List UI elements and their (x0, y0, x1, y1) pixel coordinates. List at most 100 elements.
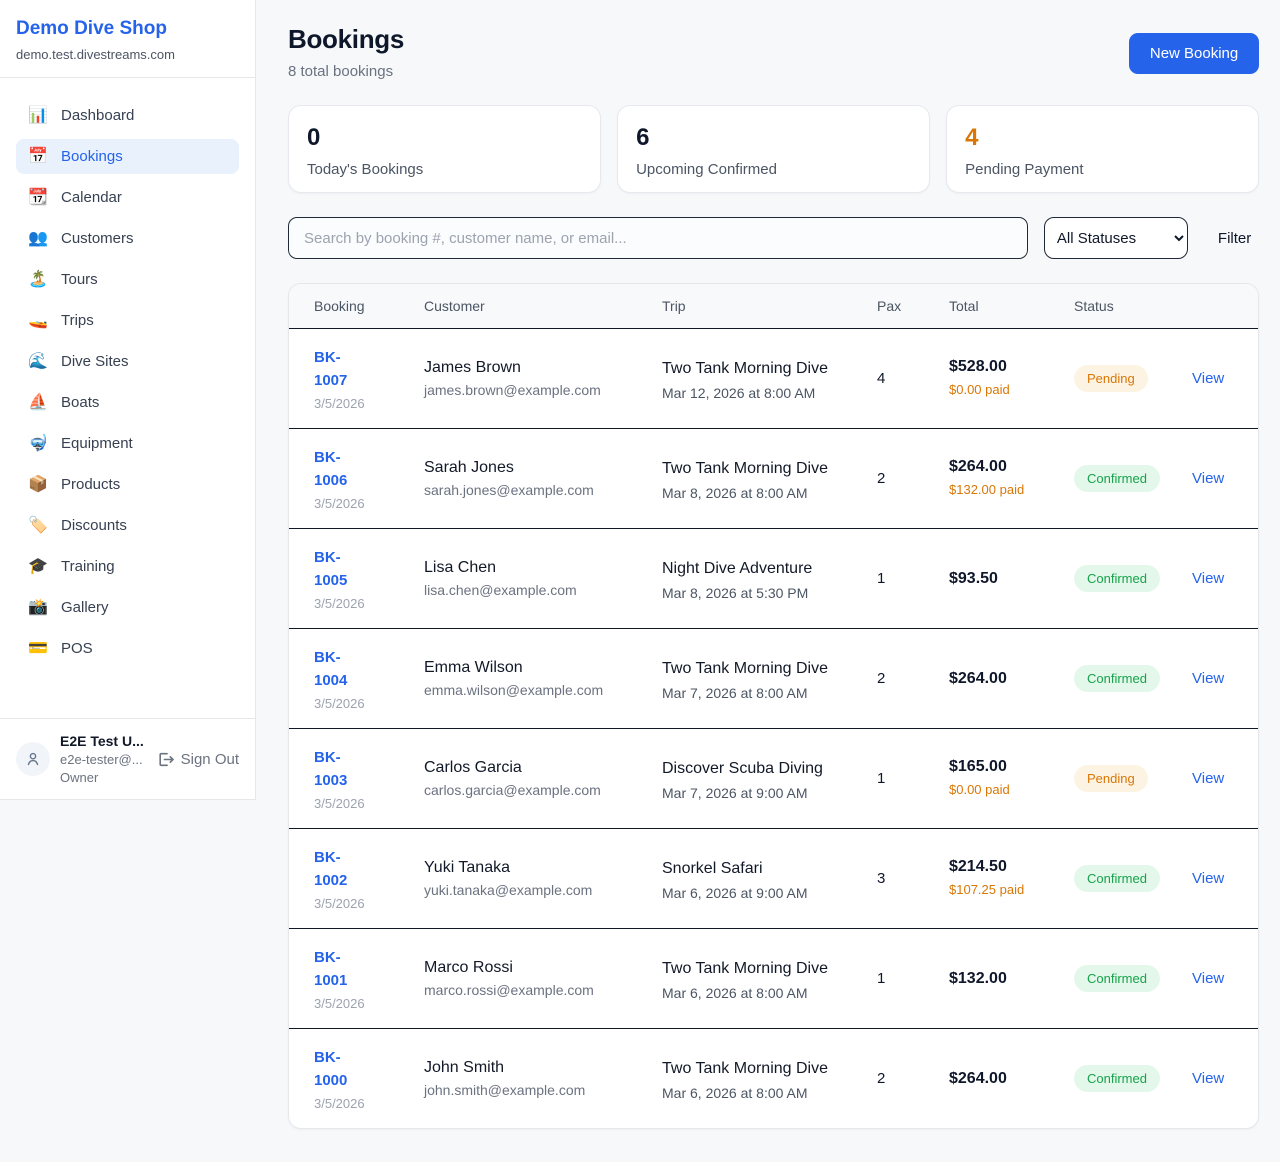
trip-cell: Snorkel Safari Mar 6, 2026 at 9:00 AM (662, 857, 877, 901)
status-select[interactable]: All Statuses (1043, 217, 1188, 259)
booking-link[interactable]: BK-1004 (314, 648, 348, 689)
stat-label: Pending Payment (965, 161, 1084, 178)
trip-name: Two Tank Morning Dive (662, 459, 828, 477)
view-link[interactable]: View (1192, 969, 1225, 987)
trip-datetime: Mar 6, 2026 at 8:00 AM (662, 984, 808, 1001)
search-input[interactable] (288, 217, 1028, 259)
sidebar-item[interactable]: 🏝️ Tours (16, 262, 239, 297)
booking-link[interactable]: BK-1003 (314, 748, 348, 789)
total-cell: $264.00 $132.00 paid (949, 458, 1074, 500)
status-cell: Confirmed (1074, 565, 1192, 592)
amount-paid: $0.00 paid (949, 381, 1010, 397)
sidebar-item[interactable]: 🌊 Dive Sites (16, 344, 239, 379)
booking-cell: BK-1007 3/5/2026 (314, 346, 424, 412)
total-cell: $528.00 $0.00 paid (949, 358, 1074, 400)
status-cell: Confirmed (1074, 665, 1192, 692)
customer-email: marco.rossi@example.com (424, 982, 594, 998)
booking-cell: BK-1002 3/5/2026 (314, 846, 424, 912)
stat-value: 4 (965, 124, 979, 151)
sidebar-item-label: Equipment (61, 435, 133, 452)
view-link[interactable]: View (1192, 1069, 1225, 1087)
sidebar-item[interactable]: 📸 Gallery (16, 590, 239, 625)
status-badge: Confirmed (1074, 965, 1160, 992)
trip-cell: Night Dive Adventure Mar 8, 2026 at 5:30… (662, 557, 877, 601)
sidebar-header: Demo Dive Shop demo.test.divestreams.com (0, 0, 255, 78)
total-cell: $165.00 $0.00 paid (949, 758, 1074, 800)
pax-value: 1 (877, 770, 886, 787)
view-link[interactable]: View (1192, 469, 1225, 487)
booking-link[interactable]: BK-1002 (314, 848, 348, 889)
sidebar-item[interactable]: 📦 Products (16, 467, 239, 502)
shop-domain: demo.test.divestreams.com (16, 47, 175, 62)
customer-cell: John Smith john.smith@example.com (424, 1059, 662, 1098)
camera-icon: 📸 (28, 598, 48, 616)
sidebar-item[interactable]: 💳 POS (16, 631, 239, 666)
status-badge: Confirmed (1074, 665, 1160, 692)
sidebar-item-label: Dashboard (61, 107, 135, 124)
avatar (16, 742, 50, 776)
status-cell: Confirmed (1074, 865, 1192, 892)
booking-date: 3/5/2026 (314, 496, 365, 512)
total-amount: $132.00 (949, 969, 1007, 987)
sidebar-item[interactable]: 📅 Bookings (16, 139, 239, 174)
tear-off-calendar-icon: 📆 (28, 188, 48, 206)
total-amount: $264.00 (949, 457, 1007, 475)
pax-value: 1 (877, 570, 886, 587)
booking-link[interactable]: BK-1005 (314, 548, 348, 589)
graduation-cap-icon: 🎓 (28, 557, 48, 575)
view-link[interactable]: View (1192, 669, 1225, 687)
status-badge: Pending (1074, 365, 1148, 392)
sidebar-item-label: Discounts (61, 517, 127, 534)
filter-button[interactable]: Filter (1217, 229, 1252, 247)
sidebar-item[interactable]: ⛵ Boats (16, 385, 239, 420)
sidebar-item[interactable]: 🚤 Trips (16, 303, 239, 338)
customer-email: emma.wilson@example.com (424, 682, 604, 698)
booking-link[interactable]: BK-1001 (314, 948, 348, 989)
status-badge: Confirmed (1074, 465, 1160, 492)
sidebar-item[interactable]: 🎓 Training (16, 549, 239, 584)
booking-date: 3/5/2026 (314, 896, 365, 912)
person-icon (27, 752, 39, 766)
trip-cell: Two Tank Morning Dive Mar 7, 2026 at 8:0… (662, 657, 877, 701)
view-link[interactable]: View (1192, 769, 1225, 787)
amount-paid: $107.25 paid (949, 881, 1025, 897)
customer-cell: Carlos Garcia carlos.garcia@example.com (424, 759, 662, 798)
sign-out-icon (159, 752, 174, 766)
view-link[interactable]: View (1192, 569, 1225, 587)
action-cell: View (1192, 470, 1234, 488)
table-row: BK-1003 3/5/2026 Carlos Garcia carlos.ga… (289, 728, 1259, 828)
sidebar-item-label: Customers (61, 230, 134, 247)
stat-card: 0 Today's Bookings (288, 105, 602, 193)
customer-name: Carlos Garcia (424, 759, 522, 776)
view-link[interactable]: View (1192, 869, 1225, 887)
sidebar-item[interactable]: 📆 Calendar (16, 180, 239, 215)
customer-email: yuki.tanaka@example.com (424, 882, 593, 898)
sidebar-item-label: Boats (61, 394, 100, 411)
sidebar-item-label: Calendar (61, 189, 122, 206)
booking-link[interactable]: BK-1007 (314, 348, 348, 389)
sidebar-item[interactable]: 👥 Customers (16, 221, 239, 256)
view-link[interactable]: View (1192, 369, 1225, 387)
sidebar-item[interactable]: 📊 Dashboard (16, 98, 239, 133)
trip-datetime: Mar 6, 2026 at 8:00 AM (662, 1084, 808, 1101)
people-icon: 👥 (28, 229, 48, 247)
booking-link[interactable]: BK-1000 (314, 1048, 348, 1089)
action-cell: View (1192, 770, 1234, 788)
total-cell: $93.50 (949, 570, 1074, 588)
trip-datetime: Mar 7, 2026 at 9:00 AM (662, 784, 808, 801)
sidebar-item-label: Gallery (61, 599, 109, 616)
customer-cell: Lisa Chen lisa.chen@example.com (424, 559, 662, 598)
new-booking-button[interactable]: New Booking (1128, 33, 1260, 74)
stat-value: 6 (636, 124, 650, 151)
action-cell: View (1192, 670, 1234, 688)
status-cell: Confirmed (1074, 465, 1192, 492)
pax-value: 4 (877, 370, 886, 387)
booking-link[interactable]: BK-1006 (314, 448, 348, 489)
trip-datetime: Mar 6, 2026 at 9:00 AM (662, 884, 808, 901)
table-row: BK-1002 3/5/2026 Yuki Tanaka yuki.tanaka… (289, 828, 1259, 928)
customer-email: sarah.jones@example.com (424, 482, 594, 498)
sign-out-button[interactable]: Sign Out (157, 751, 239, 768)
sidebar-item[interactable]: 🤿 Equipment (16, 426, 239, 461)
sidebar-item-label: Training (61, 558, 115, 575)
sidebar-item[interactable]: 🏷️ Discounts (16, 508, 239, 543)
